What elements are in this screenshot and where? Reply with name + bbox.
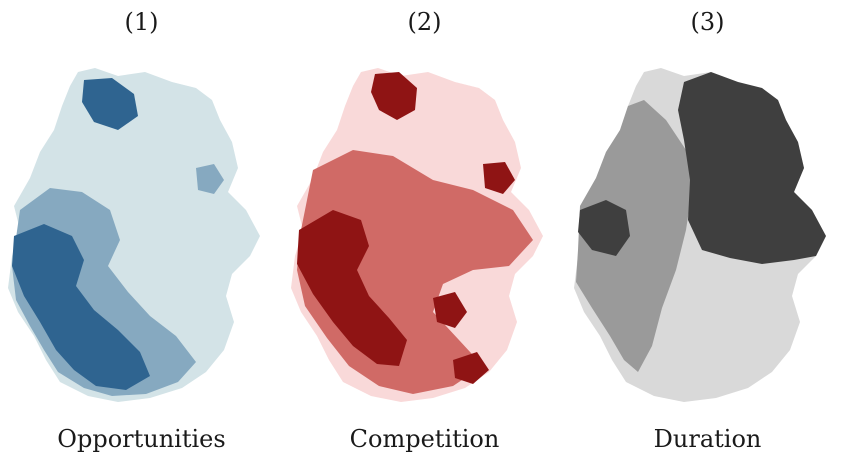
panel-number: (2) — [407, 8, 442, 36]
panel-label: Opportunities — [57, 425, 226, 453]
map-panel-opportunities: (1) Opportunities — [0, 0, 283, 456]
map-panel-competition: (2) Competition — [283, 0, 566, 456]
map-region-dark-west — [578, 200, 630, 256]
map-region-dark — [297, 210, 407, 366]
panel-label: Competition — [349, 425, 500, 453]
map-region-dark-north — [82, 78, 138, 130]
panel-label: Duration — [653, 425, 762, 453]
panel-number: (1) — [124, 8, 159, 36]
germany-map-duration — [574, 68, 826, 402]
germany-map-opportunities — [8, 68, 260, 402]
germany-map-competition — [291, 68, 543, 402]
map-region-dark — [12, 224, 150, 390]
map-region-mid-east — [196, 164, 224, 194]
map-region-mid — [576, 100, 692, 372]
panel-number: (3) — [690, 8, 725, 36]
map-region-dark-south — [453, 352, 489, 384]
map-region-dark — [678, 72, 826, 264]
map-region-dark-central — [433, 292, 467, 328]
map-region-dark-north — [371, 72, 417, 120]
map-region-dark-east — [483, 162, 515, 194]
map-panel-duration: (3) Duration — [566, 0, 849, 456]
